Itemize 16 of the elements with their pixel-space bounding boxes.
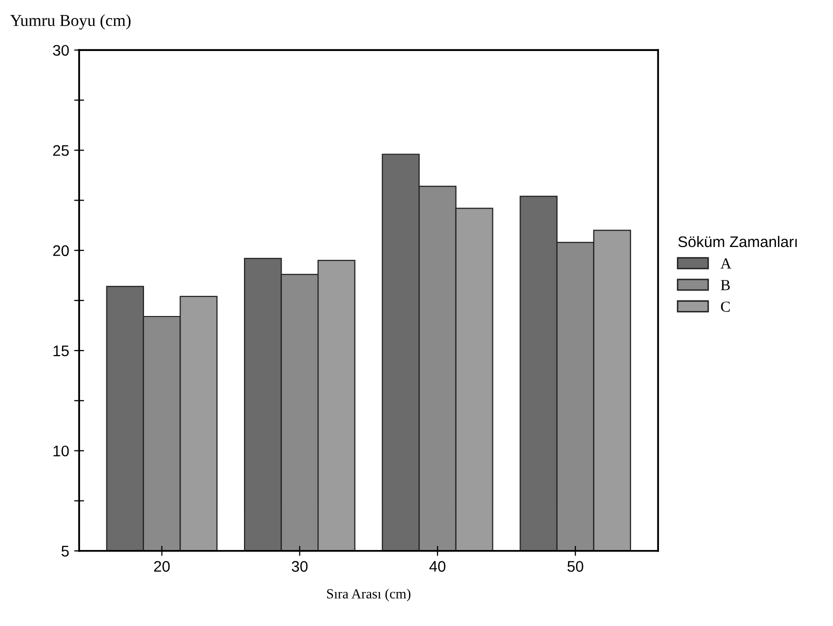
x-tick-label: 30 <box>292 561 308 572</box>
y-tick-label: 30 <box>53 44 69 56</box>
y-tick-label: 25 <box>53 145 69 156</box>
x-axis-title: Sıra Arası (cm) <box>327 588 410 602</box>
legend-label: A <box>720 258 732 269</box>
x-tick-label: 20 <box>154 561 170 572</box>
legend-title: Söküm Zamanları <box>678 236 797 248</box>
x-tick-label: 40 <box>429 561 446 572</box>
y-tick-label: 15 <box>54 346 69 356</box>
y-axis-title: Yumru Boyu (cm) <box>10 14 131 30</box>
x-tick-label: 50 <box>567 561 584 572</box>
y-tick-label: 10 <box>54 446 69 456</box>
legend-label: C <box>721 302 730 312</box>
y-tick-label: 5 <box>62 546 69 557</box>
y-tick-label: 20 <box>53 245 69 256</box>
legend-label: B <box>720 280 730 290</box>
